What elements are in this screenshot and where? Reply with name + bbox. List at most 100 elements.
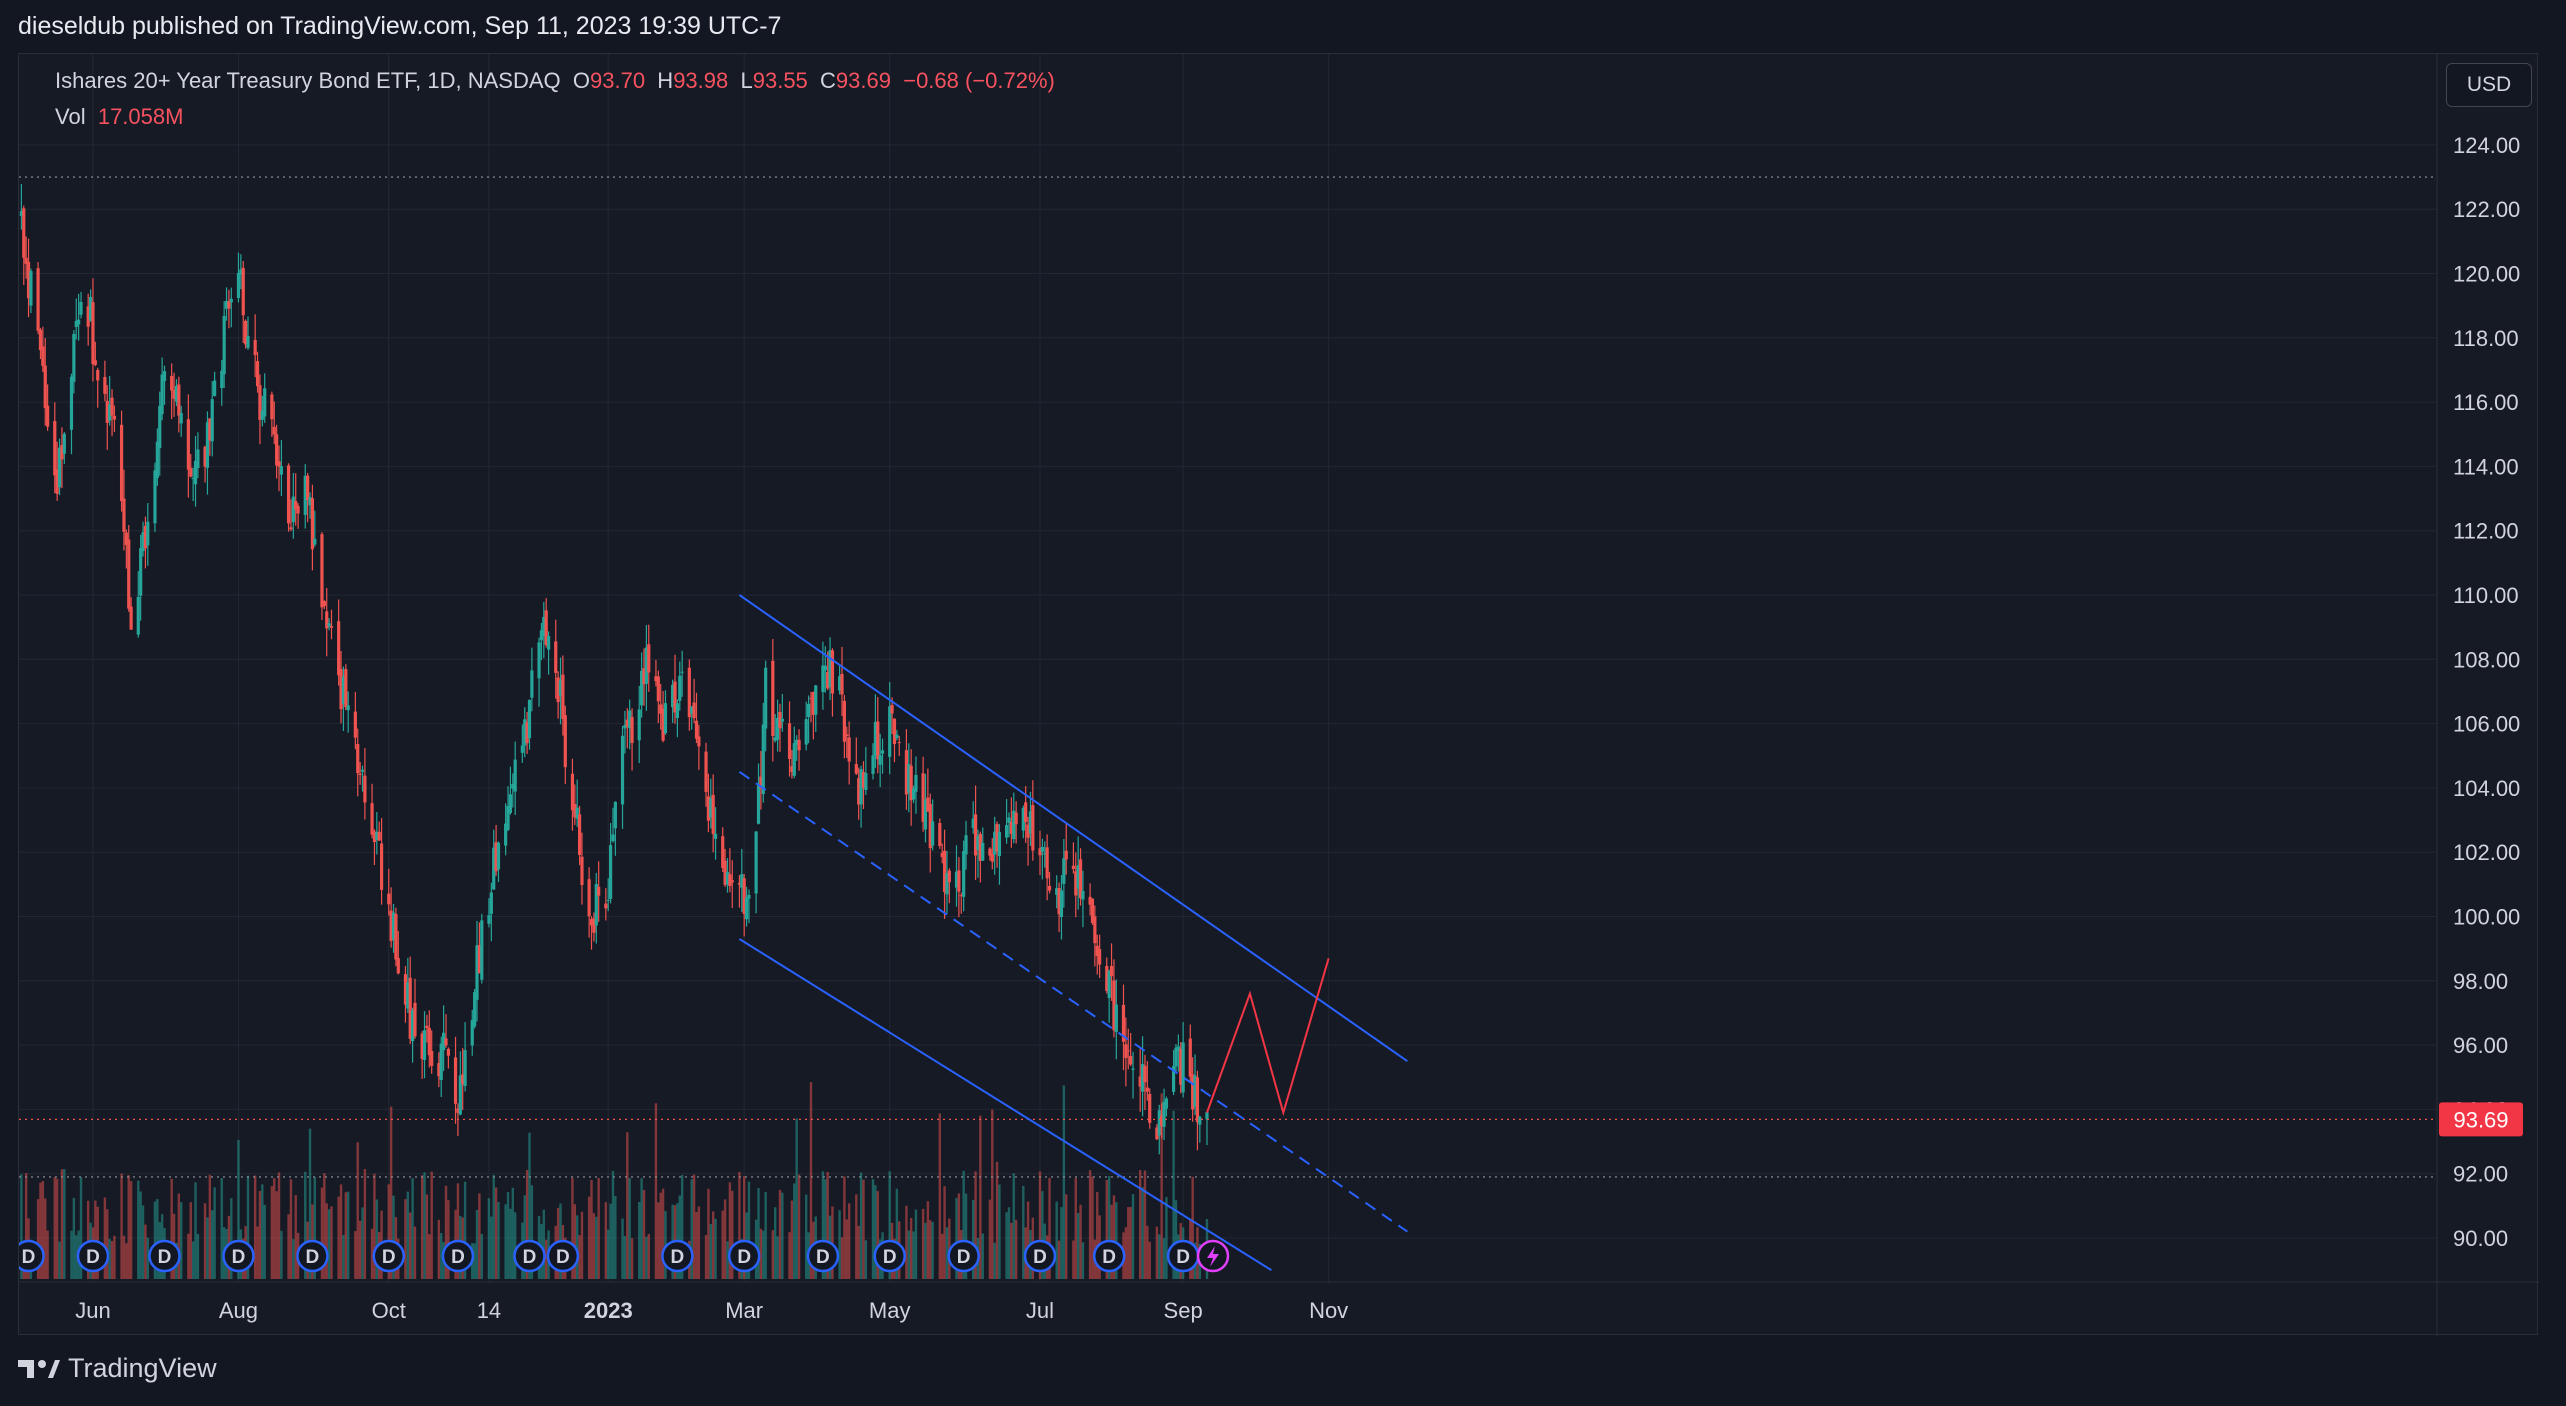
- tradingview-footer[interactable]: TradingView: [18, 1353, 217, 1384]
- circle-d-icon[interactable]: [1092, 1239, 1126, 1273]
- volume-bar: [463, 1181, 467, 1279]
- circle-d-icon[interactable]: [806, 1239, 840, 1273]
- chart-frame[interactable]: D D D D D D D D D D D D D D D D D 124.00 122.00 120.00 118.0…: [18, 53, 2539, 1336]
- candle-body: [57, 447, 62, 488]
- circle-d-icon[interactable]: [873, 1239, 906, 1273]
- channel-upper-line[interactable]: [738, 594, 1408, 1062]
- candle-body: [723, 860, 727, 885]
- candle-body: [823, 665, 827, 671]
- candle-body: [442, 1032, 446, 1051]
- circle-d-icon[interactable]: [222, 1239, 255, 1273]
- candle-body: [544, 610, 548, 645]
- candle-body: [594, 884, 598, 926]
- price-chart[interactable]: D D D D D D D D D D D D D D D D D124.00122.00120.00118.0…: [19, 54, 2539, 1336]
- channel-lower-line[interactable]: [738, 938, 1272, 1271]
- price-tick-label: 114.00: [2453, 454, 2519, 479]
- candle-body: [473, 992, 477, 1027]
- volume-bar: [370, 1228, 374, 1279]
- dividend-label: D: [451, 1247, 465, 1268]
- circle-d-icon[interactable]: [19, 1239, 45, 1273]
- volume-bar: [337, 1196, 340, 1279]
- candle-body: [976, 835, 980, 851]
- volume-bar: [342, 1234, 345, 1279]
- circle-d-icon[interactable]: [513, 1239, 546, 1273]
- currency-button[interactable]: USD: [2446, 63, 2532, 107]
- volume-bar: [1155, 1226, 1159, 1279]
- volume-bar: [1165, 1197, 1168, 1279]
- volume-bar: [797, 1174, 801, 1279]
- circle-d-icon[interactable]: [661, 1239, 694, 1273]
- volume-bar: [509, 1208, 512, 1279]
- circle-d-icon[interactable]: [546, 1239, 580, 1273]
- candle-body: [654, 676, 658, 682]
- dividend-label: D: [671, 1247, 685, 1268]
- candle-body: [1121, 1004, 1126, 1042]
- price-tick-label: 90.00: [2453, 1226, 2508, 1251]
- volume-bar: [1141, 1187, 1144, 1279]
- circle-d-icon[interactable]: [1023, 1239, 1057, 1273]
- volume-bar: [826, 1171, 829, 1279]
- candle-body: [904, 750, 909, 795]
- volume-bar: [325, 1203, 328, 1279]
- candle-body: [289, 527, 293, 530]
- candle-body: [876, 721, 880, 760]
- candle-body: [1021, 807, 1025, 831]
- volume-bar: [714, 1218, 717, 1279]
- volume-bar: [728, 1182, 732, 1279]
- circle-d-icon[interactable]: [148, 1239, 181, 1273]
- circle-d-icon[interactable]: [296, 1239, 329, 1273]
- candle-body: [897, 742, 901, 744]
- volume-bar: [731, 1190, 734, 1279]
- candle-body: [573, 804, 577, 818]
- candle-body: [477, 945, 482, 974]
- candle-body: [110, 397, 114, 416]
- volume-bar: [153, 1201, 157, 1279]
- volume-bar: [206, 1217, 209, 1279]
- candle-body: [840, 673, 844, 695]
- volume-bar: [771, 1230, 775, 1279]
- candle-body: [244, 320, 248, 345]
- volume-bar: [680, 1174, 684, 1279]
- volume-bar: [726, 1241, 729, 1279]
- candle-body: [1107, 970, 1111, 998]
- volume-bar: [170, 1178, 173, 1279]
- circle-d-icon[interactable]: [727, 1239, 761, 1273]
- volume-bar: [304, 1171, 307, 1279]
- volume-bar: [523, 1195, 526, 1279]
- candle-body: [1064, 850, 1068, 860]
- volume-bar: [113, 1235, 116, 1279]
- volume-bar: [929, 1220, 932, 1279]
- candle-body: [911, 788, 916, 800]
- circle-d-icon[interactable]: [947, 1239, 980, 1273]
- candle-body: [489, 892, 493, 914]
- candle-body: [656, 676, 660, 702]
- volume-bar: [1091, 1176, 1094, 1279]
- candle-body: [721, 836, 725, 868]
- circle-d-icon[interactable]: [372, 1239, 406, 1273]
- projection-path[interactable]: [1206, 958, 1330, 1117]
- circle-d-icon[interactable]: [76, 1239, 110, 1273]
- channel-mid-line[interactable]: [738, 771, 1408, 1233]
- volume-bar: [926, 1201, 930, 1279]
- volume-bar: [263, 1204, 266, 1279]
- candle-body: [687, 667, 691, 718]
- candle-body: [678, 675, 682, 701]
- volume-bar: [275, 1191, 278, 1279]
- volume-bar: [258, 1190, 262, 1279]
- volume-bar: [988, 1199, 992, 1279]
- volume-bar: [1138, 1169, 1142, 1279]
- candle-body: [1007, 817, 1011, 823]
- high-value: 93.98: [673, 68, 729, 93]
- volume-bar: [993, 1242, 996, 1279]
- volume-bar: [354, 1231, 357, 1279]
- candle-body: [458, 1075, 462, 1115]
- volume-bar: [447, 1200, 450, 1279]
- candle-body: [873, 722, 877, 756]
- candle-body: [558, 680, 563, 696]
- candle-body: [506, 805, 510, 830]
- price-tick-label: 124.00: [2453, 133, 2520, 158]
- ohlc-legend: Ishares 20+ Year Treasury Bond ETF, 1D, …: [55, 68, 1055, 94]
- last-price-label: 93.69: [2453, 1107, 2508, 1132]
- candle-body: [387, 893, 391, 905]
- circle-d-icon[interactable]: [441, 1239, 475, 1273]
